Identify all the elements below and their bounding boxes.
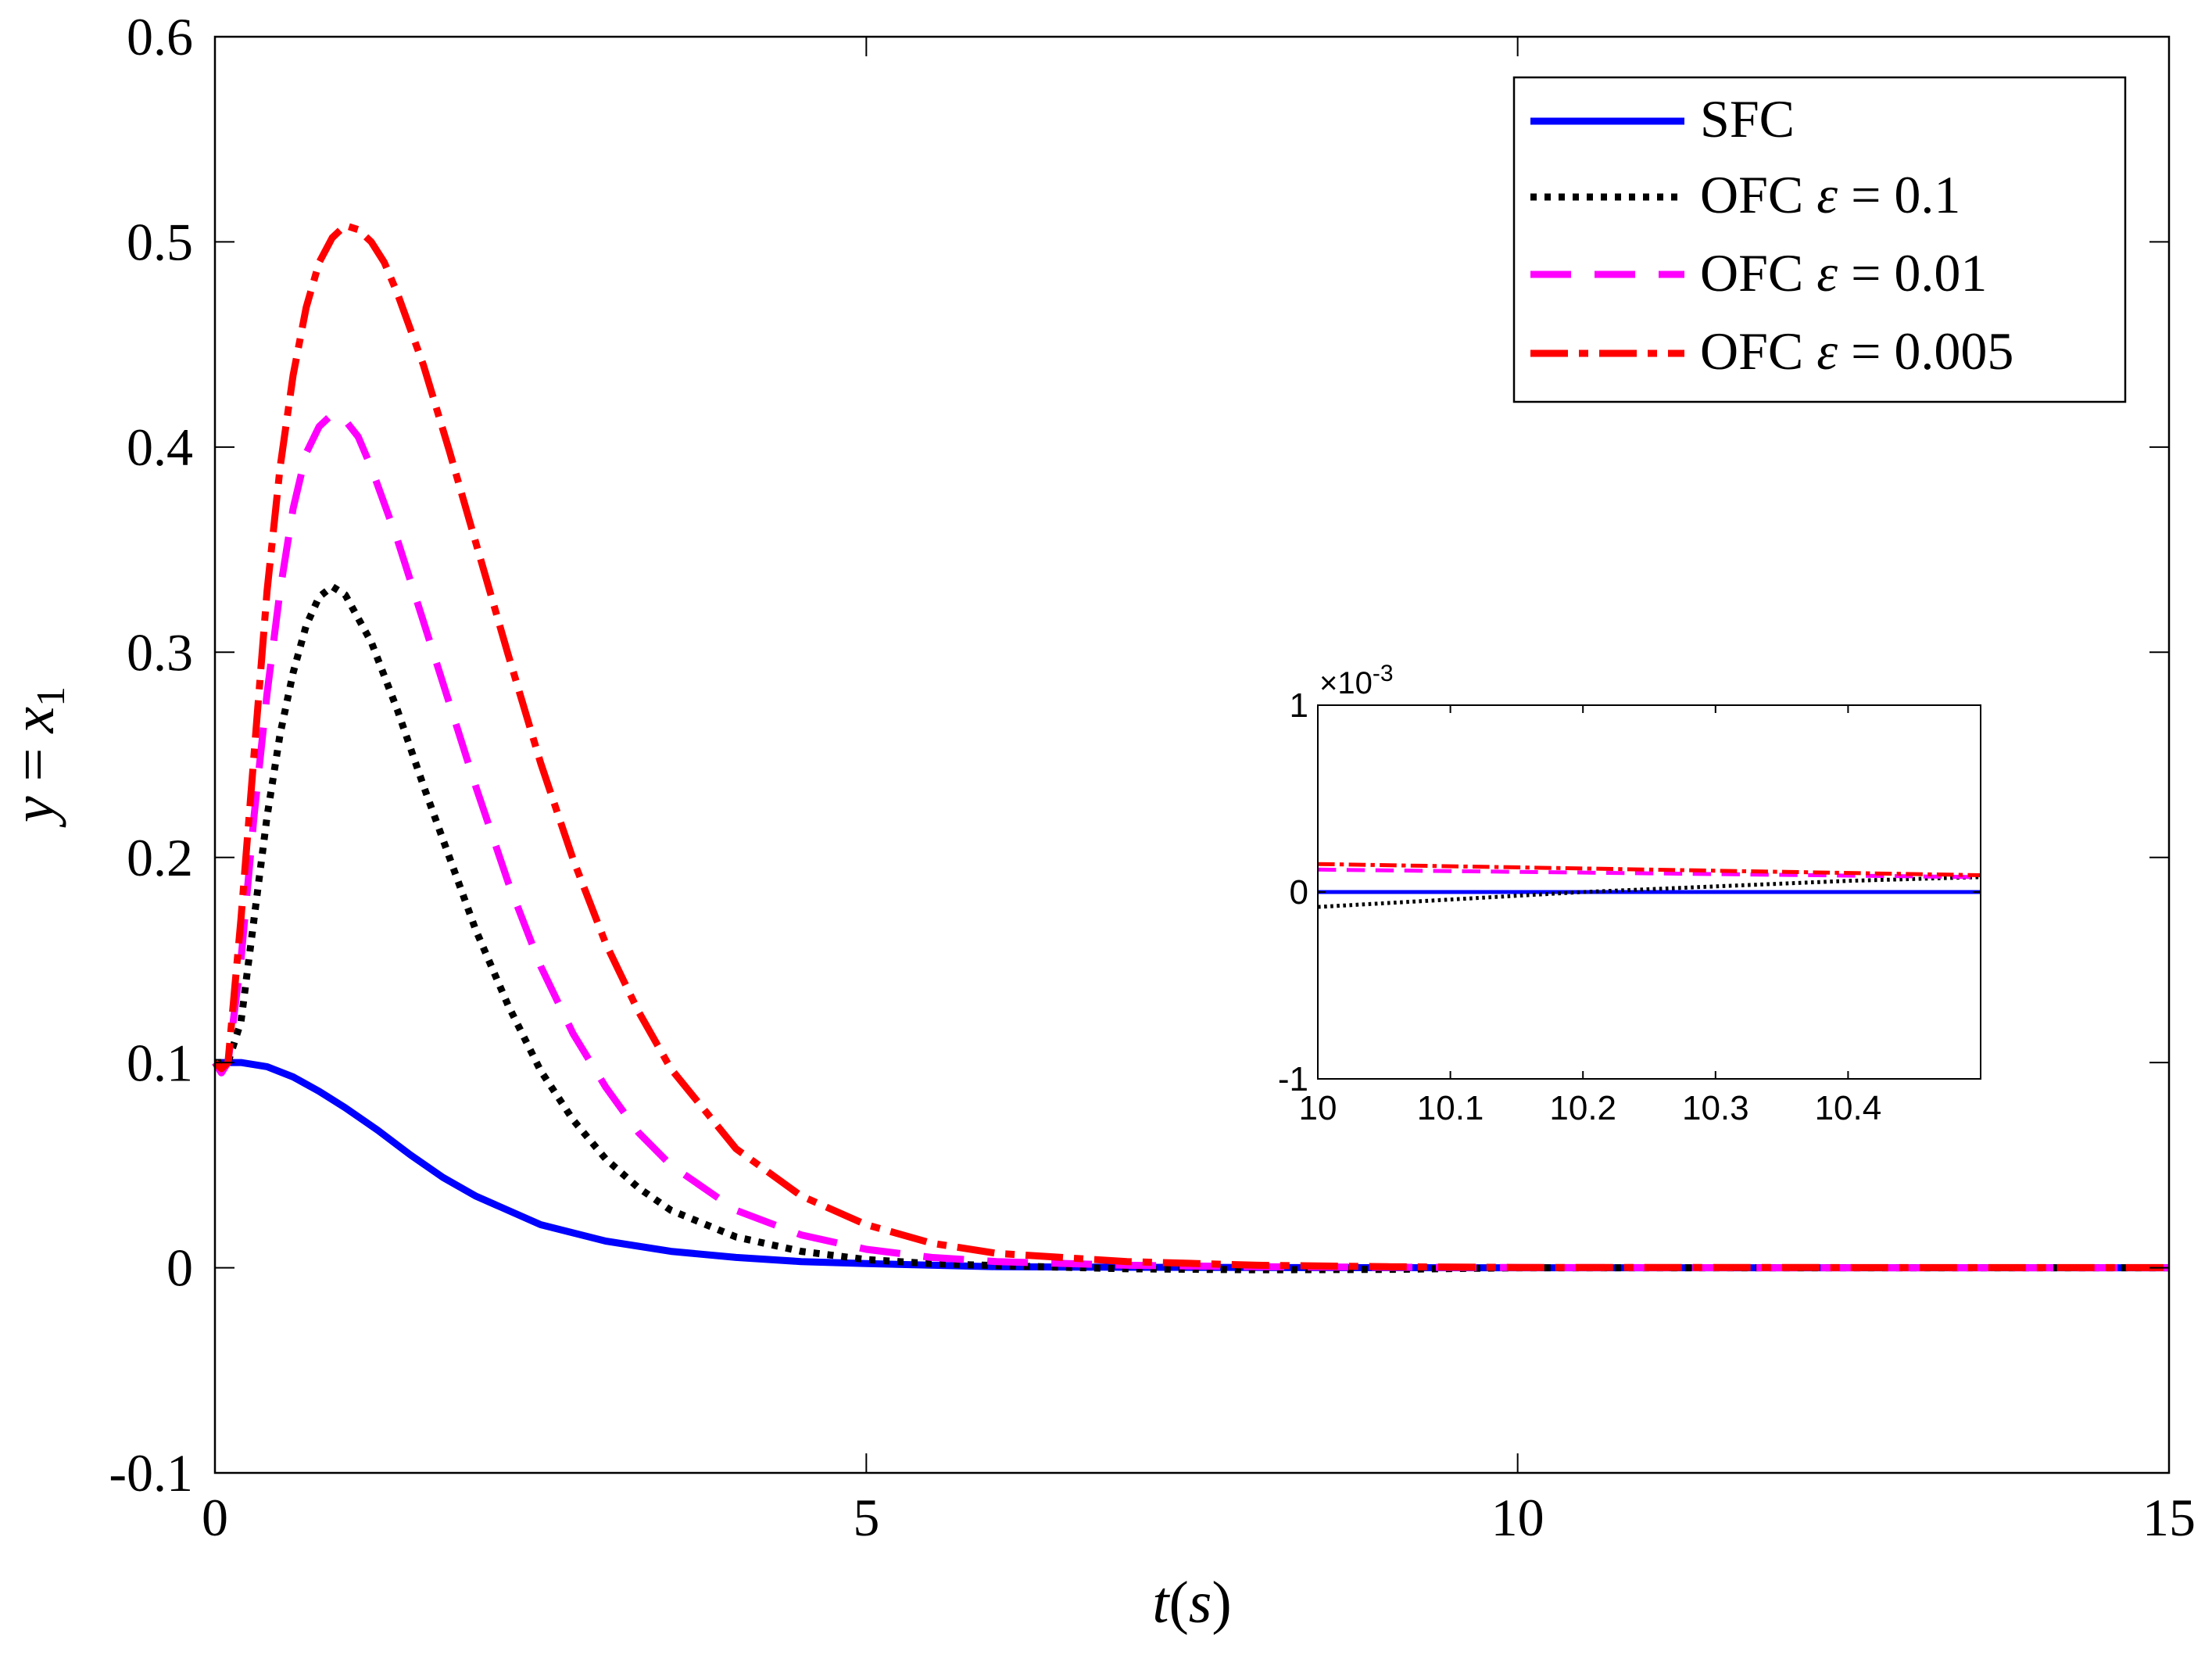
legend-label-ofc-0-01: OFC ε = 0.01 <box>1700 243 1987 303</box>
legend-item-sfc: SFC <box>1530 89 1795 149</box>
main-y-tick-label: -0.1 <box>109 1443 193 1503</box>
main-y-tick-label: 0.5 <box>127 213 193 272</box>
main-x-tick-label: 15 <box>2142 1488 2196 1547</box>
main-x-tick-label: 5 <box>853 1488 879 1547</box>
legend-item-ofc-0-01: OFC ε = 0.01 <box>1530 243 1987 303</box>
inset-x-tick-label: 10.4 <box>1815 1089 1882 1127</box>
x-axis-label: t(s) <box>1152 1570 1231 1636</box>
inset-y-tick-label: 0 <box>1290 873 1308 912</box>
inset-x-tick-label: 10 <box>1299 1089 1337 1127</box>
main-series-group <box>212 221 2170 1274</box>
inset-x-tick-label: 10.2 <box>1549 1089 1616 1127</box>
legend-item-ofc-0-005: OFC ε = 0.005 <box>1530 321 2013 381</box>
main-y-tick-label: 0.6 <box>127 7 193 66</box>
inset-series-line-ofc-eps-0-01 <box>1317 867 1981 880</box>
main-x-tick-label: 10 <box>1491 1488 1544 1547</box>
main-plot-frame <box>213 35 2171 1474</box>
main-y-tick-label: 0.3 <box>127 622 193 682</box>
y-axis-label: y = x1 <box>1 686 73 828</box>
main-y-tick-label: 0 <box>166 1238 193 1298</box>
inset-series-line-ofc-eps-0-1 <box>1317 875 1981 909</box>
inset-x-tick-label: 10.1 <box>1417 1089 1484 1127</box>
main-tick-group: 0 5 10 15-0.100.10.20.30.40.50.6 <box>109 7 2196 1547</box>
legend-label-ofc-0-1: OFC ε = 0.1 <box>1700 165 1960 224</box>
legend-box <box>1512 76 2127 403</box>
inset-exponent-label: ×10-3 <box>1319 661 1394 700</box>
main-y-tick-label: 0.1 <box>127 1033 193 1092</box>
main-y-tick-label: 0.4 <box>127 417 193 477</box>
inset-series-group <box>1317 862 1981 909</box>
main-x-tick-label: 0 <box>202 1488 228 1547</box>
inset-y-tick-label: -1 <box>1278 1060 1308 1098</box>
main-series-line-ofc-eps-0-005 <box>212 221 2170 1271</box>
legend-label-sfc: SFC <box>1700 89 1795 149</box>
legend-label-ofc-0-005: OFC ε = 0.005 <box>1700 321 2013 381</box>
inset-y-tick-label: 1 <box>1290 686 1308 725</box>
inset-chart: 10 10.1 10.2 10.3 10.4 -1 0 1 ×10-3 <box>1278 661 1981 1127</box>
main-series-line-ofc-eps-0-01 <box>212 410 2169 1272</box>
legend-item-ofc-0-1: OFC ε = 0.1 <box>1530 165 1960 224</box>
inset-x-tick-label: 10.3 <box>1682 1089 1749 1127</box>
inset-tick-group: 10 10.1 10.2 10.3 10.4 -1 0 1 <box>1278 686 1981 1127</box>
main-chart: 0 5 10 15-0.100.10.20.30.40.50.6 t(s) y = x… <box>1 7 2196 1636</box>
main-series-line-ofc-eps-0-1 <box>215 582 2169 1274</box>
legend: SFC OFC ε = 0.1 OFC ε = 0.01 OFC ε = 0.0… <box>1512 76 2127 403</box>
main-y-tick-label: 0.2 <box>127 828 193 887</box>
inset-series-line-ofc-eps-0-005 <box>1317 862 1981 877</box>
